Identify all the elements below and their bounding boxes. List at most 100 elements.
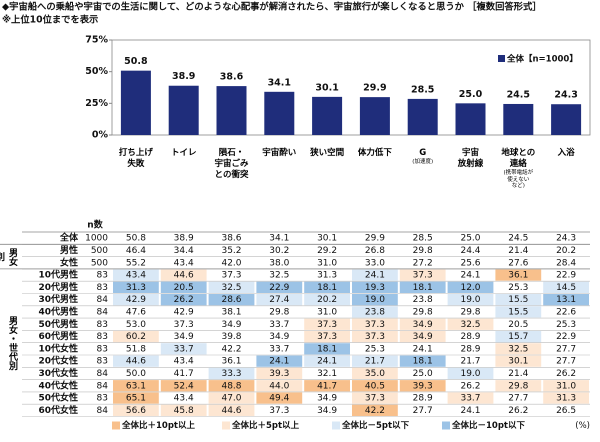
x-tick-label: 入浴 — [557, 148, 575, 158]
bar — [168, 85, 199, 135]
table-cell: 14.5 — [556, 283, 576, 293]
table-cell: 29.8 — [508, 381, 528, 391]
value-label: 50.8 — [124, 56, 148, 67]
table-cell: 34.4 — [174, 246, 194, 256]
table-cell: 12.0 — [460, 283, 480, 293]
table-cell: 42.9 — [126, 295, 146, 305]
row-n: 84 — [97, 307, 109, 317]
table-cell: 34.9 — [174, 332, 194, 342]
bar — [407, 98, 438, 135]
table-cell: 42.2 — [365, 406, 385, 416]
table-cell: 31.3 — [317, 271, 337, 281]
table-cell: 44.6 — [126, 357, 146, 367]
group-label: 男女別 — [0, 247, 17, 266]
cell-highlight — [160, 281, 207, 293]
x-tick-label: 狭い空間 — [310, 148, 345, 158]
table-cell: 33.7 — [269, 320, 289, 330]
value-label: 38.9 — [172, 71, 195, 82]
table-cell: 30.1 — [508, 357, 528, 367]
row-label: 女性 — [60, 256, 78, 268]
table-cell: 45.8 — [174, 406, 194, 416]
table-cell: 15.5 — [508, 307, 528, 317]
table-cell: 31.0 — [317, 307, 337, 317]
cell-highlight — [160, 294, 207, 306]
bar — [216, 86, 247, 135]
cell-highlight — [352, 392, 398, 404]
x-tick-label: 宇宙酔い — [262, 148, 297, 158]
value-label: 24.3 — [554, 90, 577, 101]
cell-highlight — [352, 380, 398, 392]
row-label: 40代女性 — [38, 379, 78, 391]
table-cell: 43.4 — [126, 271, 146, 281]
table-cell: 33.3 — [221, 369, 241, 379]
table-cell: 37.3 — [365, 320, 385, 330]
row-n: 84 — [97, 369, 109, 379]
row-label: 40代男性 — [38, 305, 78, 317]
table-cell: 20.2 — [556, 246, 576, 256]
row-label: 60代女性 — [38, 404, 78, 416]
table-cell: 27.7 — [413, 406, 433, 416]
cell-highlight — [352, 367, 398, 380]
cell-highlight — [208, 380, 255, 392]
bar — [120, 70, 151, 135]
cell-highlight — [113, 355, 159, 367]
table-cell: 44.0 — [269, 381, 289, 391]
cell-highlight — [352, 269, 398, 281]
table-cell: 27.7 — [556, 357, 576, 367]
table-cell: 32.5 — [460, 320, 480, 330]
cell-highlight — [304, 343, 350, 355]
table-cell: 27.7 — [508, 394, 528, 404]
cell-highlight — [208, 367, 255, 380]
table-cell: 43.4 — [174, 394, 194, 404]
cell-highlight — [495, 294, 542, 306]
cell-highlight — [304, 330, 350, 343]
table-cell: 32.5 — [221, 283, 241, 293]
cell-highlight — [304, 380, 350, 392]
table-cell: 28.9 — [460, 332, 480, 342]
table-cell: 34.1 — [269, 234, 289, 244]
table-cell: 30.1 — [317, 234, 337, 244]
table-cell: 38.6 — [221, 234, 241, 244]
table-cell: 26.2 — [556, 369, 576, 379]
cell-highlight — [113, 294, 159, 306]
cell-highlight — [256, 294, 303, 306]
table-cell: 15.7 — [508, 332, 528, 342]
cell-highlight — [256, 355, 303, 367]
table-cell: 25.3 — [365, 344, 385, 354]
table-cell: 24.1 — [269, 357, 289, 367]
table-cell: 37.3 — [174, 320, 194, 330]
table-cell: 29.2 — [317, 246, 337, 256]
cell-highlight — [113, 330, 159, 343]
table-cell: 23.8 — [365, 307, 385, 317]
cell-highlight — [495, 355, 542, 367]
cell-highlight — [352, 281, 398, 293]
table-cell: 39.8 — [221, 332, 241, 342]
cell-highlight — [495, 330, 542, 343]
bar — [455, 103, 486, 135]
row-label: 50代女性 — [38, 392, 78, 404]
cell-highlight — [399, 380, 446, 392]
table-cell: 28.5 — [413, 234, 433, 244]
table-cell: 50.0 — [126, 369, 146, 379]
table-cell: 35.2 — [221, 246, 241, 256]
bar — [503, 103, 534, 135]
x-tick-label: トイレ — [170, 148, 197, 158]
table-cell: 29.9 — [365, 234, 385, 244]
row-label: 30代男性 — [38, 293, 78, 305]
table-cell: 29.8 — [413, 246, 433, 256]
table-cell: 24.4 — [460, 246, 480, 256]
table-cell: 33.7 — [174, 344, 194, 354]
cell-highlight — [256, 281, 303, 293]
cell-highlight — [256, 380, 303, 392]
table-cell: 20.5 — [174, 283, 194, 293]
table-cell: 28.6 — [221, 295, 241, 305]
title: ◆宇宙船への乗船や宇宙での生活に関して、どのような心配事が解消されたら、宇宙旅行… — [2, 1, 542, 13]
cell-highlight — [447, 281, 494, 293]
table-cell: 27.4 — [269, 295, 289, 305]
y-tick-label: 50% — [85, 66, 108, 77]
cell-highlight — [160, 404, 207, 416]
table-cell: 27.7 — [556, 344, 576, 354]
cell-highlight — [447, 367, 494, 380]
cell-highlight — [447, 318, 494, 330]
